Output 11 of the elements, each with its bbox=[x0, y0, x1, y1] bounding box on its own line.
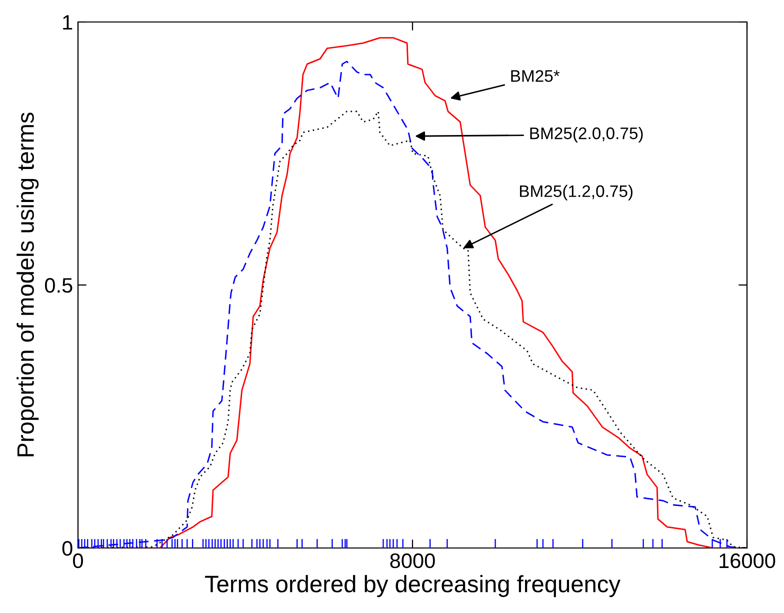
y-tick-label: 0.5 bbox=[44, 278, 72, 293]
x-tick-label: 0 bbox=[73, 553, 83, 568]
annotation: BM25* bbox=[511, 70, 560, 82]
y-axis-title: Proportion of models using terms bbox=[16, 112, 39, 456]
annotation: BM25(1.2,0.75) bbox=[520, 184, 632, 200]
y-tick-label: 1 bbox=[63, 15, 72, 30]
annotation: BM25(2.0,0.75) bbox=[530, 126, 643, 143]
y-tick-label: 0 bbox=[62, 541, 72, 556]
x-tick-label: 16000 bbox=[720, 553, 776, 568]
x-axis-title: Terms ordered by decreasing frequency bbox=[205, 575, 620, 598]
x-tick-label: 8000 bbox=[390, 553, 435, 568]
